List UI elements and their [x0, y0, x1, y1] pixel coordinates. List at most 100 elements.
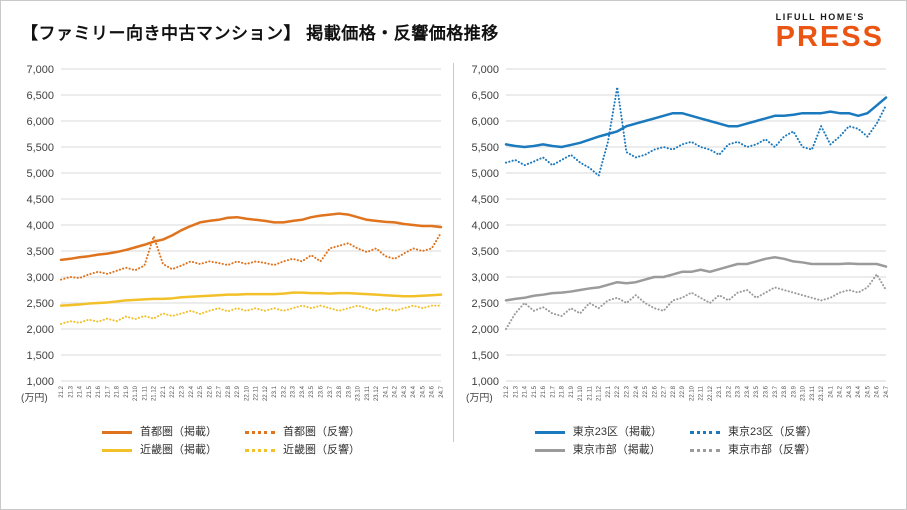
svg-text:21.5: 21.5	[532, 385, 538, 397]
metro-kinki-chart-panel: 1,000 1,500 2,000 2,500 3,000 3,500 4,000 4,500…	[9, 59, 453, 456]
svg-text:23.6: 23.6	[319, 385, 325, 397]
svg-text:6,000: 6,000	[26, 116, 54, 128]
svg-text:21.4: 21.4	[523, 385, 529, 397]
svg-text:3,000: 3,000	[26, 272, 54, 284]
svg-text:24.4: 24.4	[856, 385, 862, 397]
legend-line-sample-dotted-yellow	[245, 449, 275, 452]
svg-text:1,000: 1,000	[471, 376, 499, 388]
svg-text:3,000: 3,000	[471, 272, 499, 284]
svg-text:21.7: 21.7	[550, 385, 556, 397]
svg-text:23.1: 23.1	[717, 385, 723, 397]
svg-text:22.12: 22.12	[263, 385, 269, 401]
svg-text:22.8: 22.8	[226, 385, 232, 397]
svg-text:24.2: 24.2	[838, 385, 844, 397]
svg-text:22.3: 22.3	[179, 385, 185, 397]
svg-text:4,000: 4,000	[26, 220, 54, 232]
svg-text:23.11: 23.11	[365, 385, 371, 400]
svg-text:21.5: 21.5	[87, 385, 93, 397]
vertical-divider	[453, 63, 454, 442]
svg-text:23.8: 23.8	[782, 385, 788, 397]
svg-text:3,500: 3,500	[26, 246, 54, 258]
svg-text:21.11: 21.11	[587, 385, 593, 400]
svg-text:21.4: 21.4	[78, 385, 84, 397]
svg-text:22.9: 22.9	[235, 385, 241, 397]
metro-kinki-price-line-chart: 1,000 1,500 2,000 2,500 3,000 3,500 4,000 4,500…	[26, 64, 445, 401]
svg-text:2,000: 2,000	[471, 324, 499, 336]
svg-text:21.11: 21.11	[142, 385, 148, 400]
svg-text:24.2: 24.2	[393, 385, 399, 397]
legend-item: 東京23区（反響）	[690, 427, 817, 438]
svg-text:2,500: 2,500	[26, 298, 54, 310]
header: 【ファミリー向き中古マンション】 掲載価格・反響価格推移 LIFULL HOME…	[1, 1, 906, 57]
svg-text:21.8: 21.8	[115, 385, 121, 397]
svg-text:22.11: 22.11	[699, 385, 705, 400]
svg-text:24.5: 24.5	[865, 385, 871, 397]
svg-text:22.7: 22.7	[662, 385, 668, 397]
legend-item: 東京市部（掲載）	[534, 444, 662, 456]
svg-text:24.4: 24.4	[411, 385, 417, 397]
page-title: 【ファミリー向き中古マンション】 掲載価格・反響価格推移	[21, 24, 499, 43]
svg-text:24.7: 24.7	[439, 385, 445, 397]
svg-text:21.6: 21.6	[96, 385, 102, 397]
legend-line-sample-dotted-blue	[690, 431, 720, 434]
svg-text:21.12: 21.12	[597, 385, 603, 401]
legend-item: 東京23区（掲載）	[534, 427, 662, 438]
svg-text:23.10: 23.10	[356, 385, 362, 401]
svg-text:22.1: 22.1	[161, 385, 167, 397]
svg-text:23.4: 23.4	[745, 385, 751, 397]
svg-text:7,000: 7,000	[26, 64, 54, 76]
legend-left: 首都圏（掲載） 首都圏（反響） 近畿圏（掲載） 近畿圏（反響）	[9, 427, 453, 456]
legend-label: 東京市部（反響）	[728, 444, 816, 456]
svg-text:23.9: 23.9	[346, 385, 352, 397]
tokyo-chart-panel: 1,000 1,500 2,000 2,500 3,000 3,500 4,000 4,500…	[454, 59, 898, 456]
y-axis-unit-left: (万円)	[21, 393, 48, 404]
svg-text:23.3: 23.3	[291, 385, 297, 397]
tokyo-price-line-chart: 1,000 1,500 2,000 2,500 3,000 3,500 4,000 4,500…	[471, 64, 890, 401]
svg-text:22.5: 22.5	[198, 385, 204, 397]
svg-text:21.9: 21.9	[569, 385, 575, 397]
svg-text:23.7: 23.7	[773, 385, 779, 397]
svg-text:23.4: 23.4	[300, 385, 306, 397]
legend-right: 東京23区（掲載） 東京23区（反響） 東京市部（掲載） 東京市部（反響）	[454, 427, 898, 456]
svg-text:24.3: 24.3	[847, 385, 853, 397]
svg-text:21.12: 21.12	[152, 385, 158, 401]
svg-text:22.7: 22.7	[217, 385, 223, 397]
svg-text:24.5: 24.5	[420, 385, 426, 397]
svg-text:22.1: 22.1	[606, 385, 612, 397]
legend-line-sample-solid-orange	[102, 431, 132, 434]
svg-text:24.3: 24.3	[402, 385, 408, 397]
svg-text:21.7: 21.7	[105, 385, 111, 397]
logo-lifull-homes-text: LIFULL HOME'S	[775, 12, 865, 22]
svg-text:5,500: 5,500	[471, 142, 499, 154]
legend-label: 東京23区（反響）	[728, 426, 818, 438]
legend-item: 東京市部（反響）	[690, 445, 817, 456]
svg-text:23.8: 23.8	[337, 385, 343, 397]
svg-text:22.6: 22.6	[207, 385, 213, 397]
legend-line-sample-dotted-orange	[245, 431, 275, 434]
svg-text:4,500: 4,500	[471, 194, 499, 206]
svg-text:1,000: 1,000	[26, 376, 54, 388]
svg-text:24.1: 24.1	[383, 385, 389, 397]
y-axis-unit-right: (万円)	[466, 393, 493, 404]
svg-text:24.6: 24.6	[875, 385, 881, 397]
svg-text:21.9: 21.9	[124, 385, 130, 397]
svg-text:22.2: 22.2	[615, 385, 621, 397]
svg-text:22.5: 22.5	[643, 385, 649, 397]
legend-label: 近畿圏（掲載）	[140, 444, 217, 456]
svg-text:23.5: 23.5	[754, 385, 760, 397]
legend-label: 首都圏（反響）	[283, 426, 360, 438]
svg-text:21.3: 21.3	[68, 385, 74, 397]
svg-text:23.9: 23.9	[791, 385, 797, 397]
svg-text:21.10: 21.10	[578, 385, 584, 401]
legend-item: 近畿圏（反響）	[245, 445, 360, 456]
svg-text:23.2: 23.2	[726, 385, 732, 397]
svg-text:24.7: 24.7	[884, 385, 890, 397]
svg-text:22.10: 22.10	[689, 385, 695, 401]
legend-label: 首都圏（掲載）	[140, 426, 217, 438]
svg-text:6,000: 6,000	[471, 116, 499, 128]
svg-text:21.2: 21.2	[59, 385, 65, 397]
legend-label: 東京市部（掲載）	[572, 444, 661, 456]
svg-text:21.2: 21.2	[504, 385, 510, 397]
svg-text:23.3: 23.3	[736, 385, 742, 397]
svg-text:22.6: 22.6	[652, 385, 658, 397]
